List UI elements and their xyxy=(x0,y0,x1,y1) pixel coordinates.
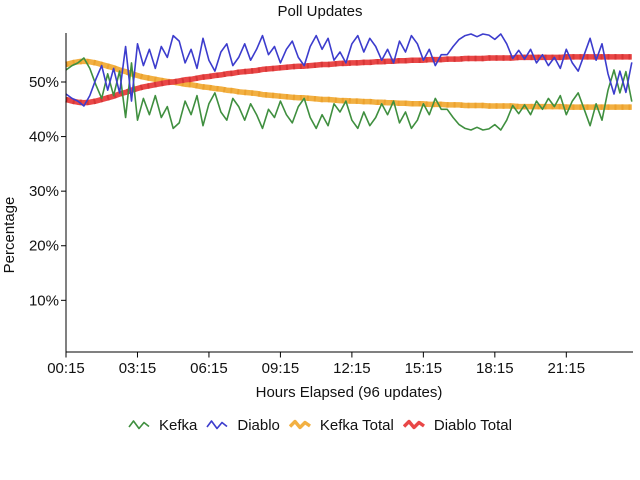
legend-kefka-line-icon xyxy=(128,420,150,430)
y-tick-label: 30% xyxy=(29,183,59,200)
legend-kefka-glyph xyxy=(128,420,150,430)
series-line-diablo-total-segments xyxy=(65,54,632,106)
series-line-kefka xyxy=(65,57,633,131)
series-line-diablo xyxy=(65,33,633,107)
y-tick-label: 50% xyxy=(29,74,59,91)
legend-diablo-total-line-icon xyxy=(402,419,425,430)
chart-legend: Kefka Diablo Kefka Total Diablo Total xyxy=(0,413,640,437)
x-tick-label: 00:15 xyxy=(47,360,85,377)
y-tick-label: 20% xyxy=(29,238,59,255)
plot-series xyxy=(65,33,633,131)
legend-kefka-total-line-icon xyxy=(288,419,311,430)
legend-diablo-glyph xyxy=(206,420,228,430)
legend-item-kefka-total: Kefka Total xyxy=(288,416,394,434)
legend-diablo-line-icon xyxy=(206,420,228,430)
x-tick-label: 03:15 xyxy=(119,360,157,377)
y-tick-label: 40% xyxy=(29,129,59,146)
y-tick-label: 10% xyxy=(29,292,59,309)
y-axis-label: Percentage xyxy=(1,197,18,274)
legend-item-diablo-total: Diablo Total xyxy=(402,416,512,434)
x-axis-label: Hours Elapsed (96 updates) xyxy=(256,384,443,401)
x-tick-label: 18:15 xyxy=(476,360,514,377)
legend-label-diablo-total: Diablo Total xyxy=(433,416,512,434)
legend-item-kefka: Kefka xyxy=(128,417,197,434)
legend-label-kefka: Kefka xyxy=(159,416,198,434)
series-line-kefka-total-segments xyxy=(65,58,632,110)
legend-label-kefka-total: Kefka Total xyxy=(319,416,394,434)
x-tick-label: 09:15 xyxy=(262,360,300,377)
legend-kefka-total-glyph xyxy=(288,419,311,430)
legend-diablo-total-glyph xyxy=(402,419,425,430)
legend-label-diablo: Diablo xyxy=(237,416,280,434)
legend-item-diablo: Diablo xyxy=(206,417,280,434)
x-tick-label: 06:15 xyxy=(190,360,228,377)
plot-axes: 10% 20% 30% 40% 50% 00:15 03:15 06:15 09:15 12:15… xyxy=(29,33,633,377)
x-tick-label: 21:15 xyxy=(548,360,586,377)
x-tick-label: 12:15 xyxy=(333,360,371,377)
chart-title: Poll Updates xyxy=(277,3,362,20)
x-tick-label: 15:15 xyxy=(405,360,443,377)
